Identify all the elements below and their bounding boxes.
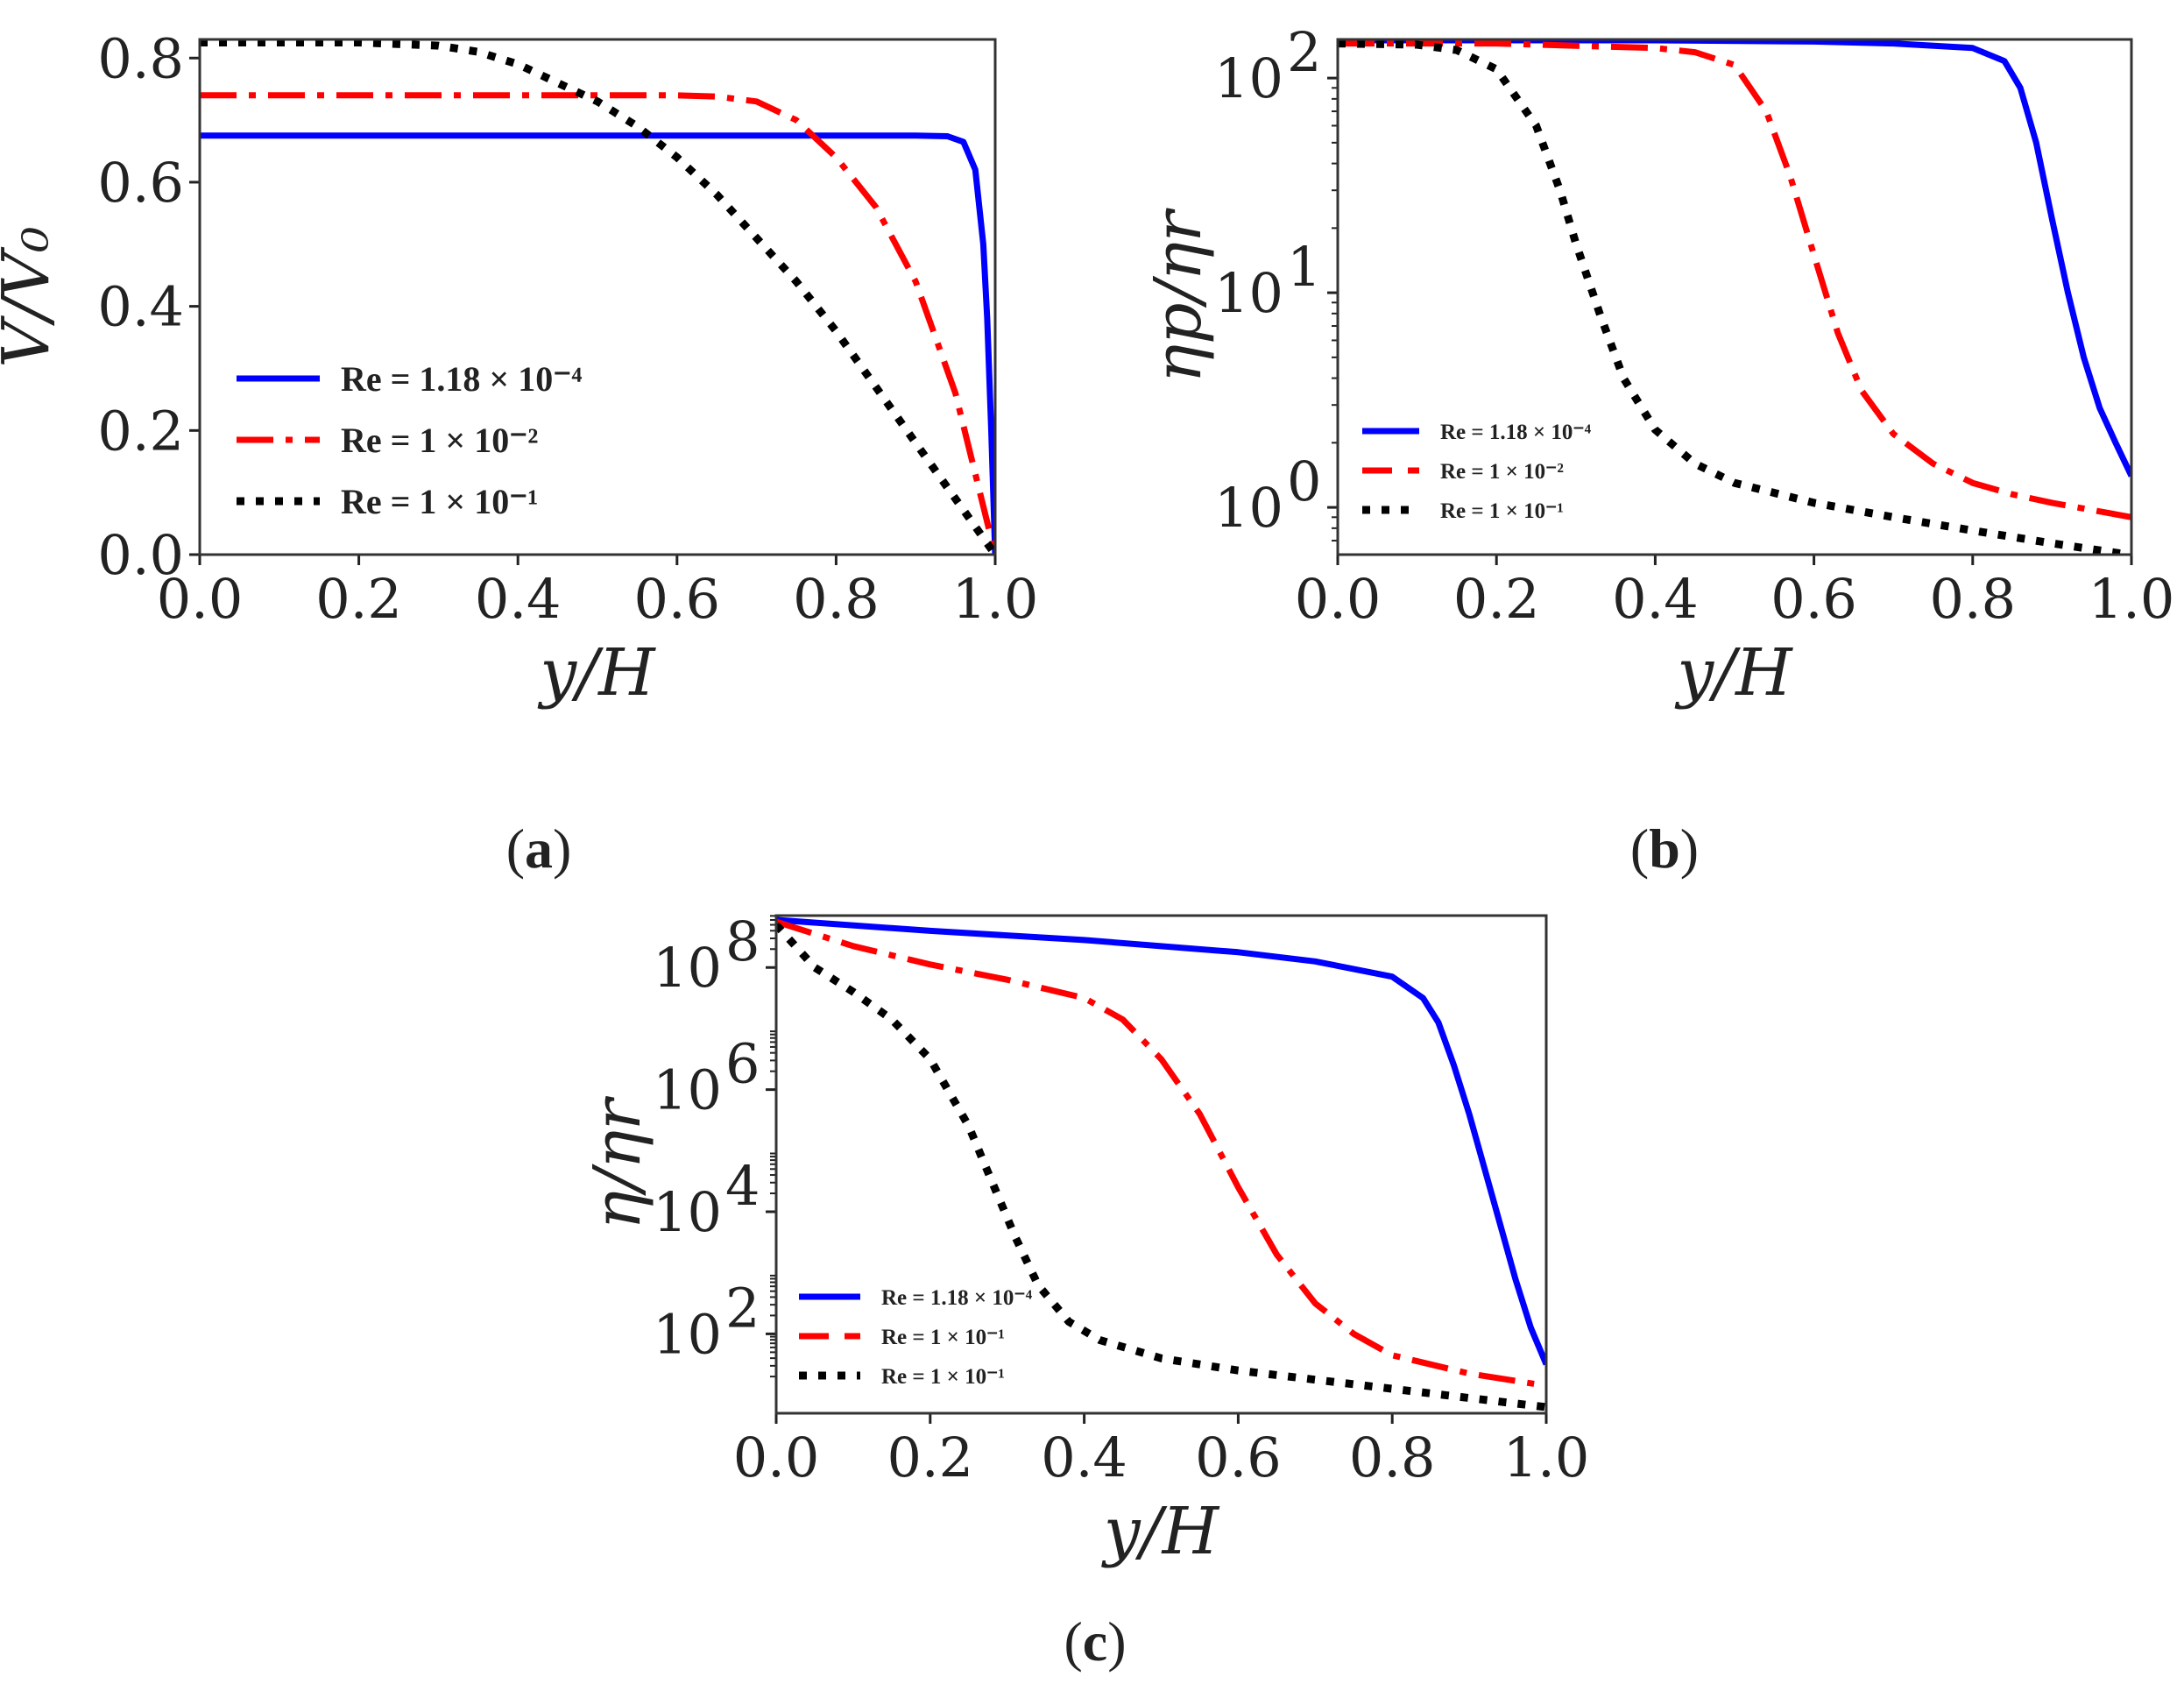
legend-label-b-1: Re = 1 × 10⁻²	[1440, 460, 1564, 484]
caption-a-open: (	[506, 817, 525, 880]
y-tick-exponent-b-0: 0	[1287, 449, 1321, 513]
x-tick-label-a-4: 0.8	[793, 567, 880, 631]
plot-frame-a	[198, 38, 997, 556]
x-tick-label-a-1: 0.2	[315, 567, 402, 631]
series-line-c-1	[776, 918, 1546, 1390]
panel-a: 0.0 0.2 0.4 0.6 0.8 1.0 0.0 0.2 0.4 0.6 0.8 y/H V/V₀…	[0, 26, 1038, 711]
y-tick-label-b-1: 10	[1214, 261, 1283, 325]
x-tick-label-a-0: 0.0	[157, 567, 244, 631]
x-tick-label-c-3: 0.6	[1195, 1426, 1282, 1489]
y-tick-label-b-2: 10	[1214, 46, 1283, 110]
caption-c-label: c	[1083, 1610, 1107, 1673]
legend-label-b-0: Re = 1.18 × 10⁻⁴	[1440, 421, 1592, 444]
y-axis-label-a: V/V₀	[0, 226, 64, 367]
caption-b-close: )	[1680, 817, 1699, 880]
x-tick-label-a-2: 0.4	[475, 567, 562, 631]
caption-c-open: (	[1064, 1610, 1082, 1673]
legend-label-a-2: Re = 1 × 10⁻¹	[341, 482, 538, 521]
y-tick-exponent-c-0: 2	[725, 1276, 760, 1340]
y-tick-exponent-b-2: 2	[1287, 20, 1321, 84]
y-tick-exponent-c-1: 4	[725, 1154, 760, 1218]
caption-a: (a)	[506, 817, 572, 880]
caption-b-label: b	[1649, 817, 1680, 880]
y-tick-label-a-0: 0.0	[97, 523, 184, 587]
y-tick-label-c-2: 10	[653, 1058, 722, 1122]
series-line-c-0	[776, 916, 1546, 1366]
y-tick-label-a-2: 0.4	[97, 275, 184, 339]
x-tick-label-b-4: 0.8	[1929, 567, 2016, 631]
legend-label-c-2: Re = 1 × 10⁻¹	[881, 1365, 1005, 1389]
y-tick-exponent-c-2: 6	[725, 1032, 760, 1096]
plot-frame-b	[1336, 38, 2133, 556]
caption-b-open: (	[1630, 817, 1649, 880]
x-axis-label-c: y/H	[1101, 1494, 1220, 1569]
y-tick-label-a-1: 0.2	[97, 399, 184, 463]
y-tick-label-a-4: 0.8	[97, 26, 184, 90]
x-tick-label-b-2: 0.4	[1612, 567, 1699, 631]
y-tick-label-c-0: 10	[653, 1302, 722, 1366]
y-tick-label-c-3: 10	[653, 936, 722, 1000]
x-tick-label-a-3: 0.6	[633, 567, 720, 631]
y-axis-label-b: ηp/ηr	[1141, 207, 1216, 383]
x-tick-label-b-0: 0.0	[1295, 567, 1382, 631]
series-line-a-0	[200, 132, 995, 555]
x-tick-label-c-1: 0.2	[887, 1426, 973, 1489]
y-tick-exponent-b-1: 1	[1287, 235, 1321, 299]
x-tick-label-c-0: 0.0	[733, 1426, 820, 1489]
x-tick-label-a-5: 1.0	[952, 567, 1039, 631]
caption-c-close: )	[1107, 1610, 1126, 1673]
caption-a-close: )	[553, 817, 571, 880]
series-line-b-1	[1338, 40, 2131, 520]
x-axis-label-b: y/H	[1674, 635, 1793, 711]
caption-a-label: a	[525, 817, 553, 880]
caption-c: (c)	[1064, 1610, 1126, 1673]
legend-label-b-2: Re = 1 × 10⁻¹	[1440, 499, 1564, 523]
legend-label-c-0: Re = 1.18 × 10⁻⁴	[881, 1286, 1033, 1310]
plot-frame-c	[774, 914, 1548, 1415]
y-axis-label-c: η/ηr	[580, 1095, 655, 1230]
x-tick-label-b-5: 1.0	[2089, 567, 2175, 631]
x-tick-label-c-2: 0.4	[1041, 1426, 1127, 1489]
x-tick-label-c-5: 1.0	[1503, 1426, 1590, 1489]
y-tick-label-c-1: 10	[653, 1180, 722, 1244]
x-tick-label-c-4: 0.8	[1349, 1426, 1436, 1489]
legend-label-a-0: Re = 1.18 × 10⁻⁴	[341, 359, 582, 399]
legend-label-a-1: Re = 1 × 10⁻²	[341, 421, 538, 460]
x-tick-label-b-1: 0.2	[1453, 567, 1540, 631]
legend-label-c-1: Re = 1 × 10⁻¹	[881, 1326, 1005, 1349]
y-tick-label-b-0: 10	[1214, 476, 1283, 540]
x-tick-label-b-3: 0.6	[1771, 567, 1857, 631]
x-axis-label-a: y/H	[537, 635, 656, 711]
series-line-a-1	[200, 92, 995, 555]
caption-b: (b)	[1630, 817, 1699, 880]
y-tick-label-a-3: 0.6	[97, 151, 184, 215]
y-tick-exponent-c-3: 8	[725, 909, 760, 973]
